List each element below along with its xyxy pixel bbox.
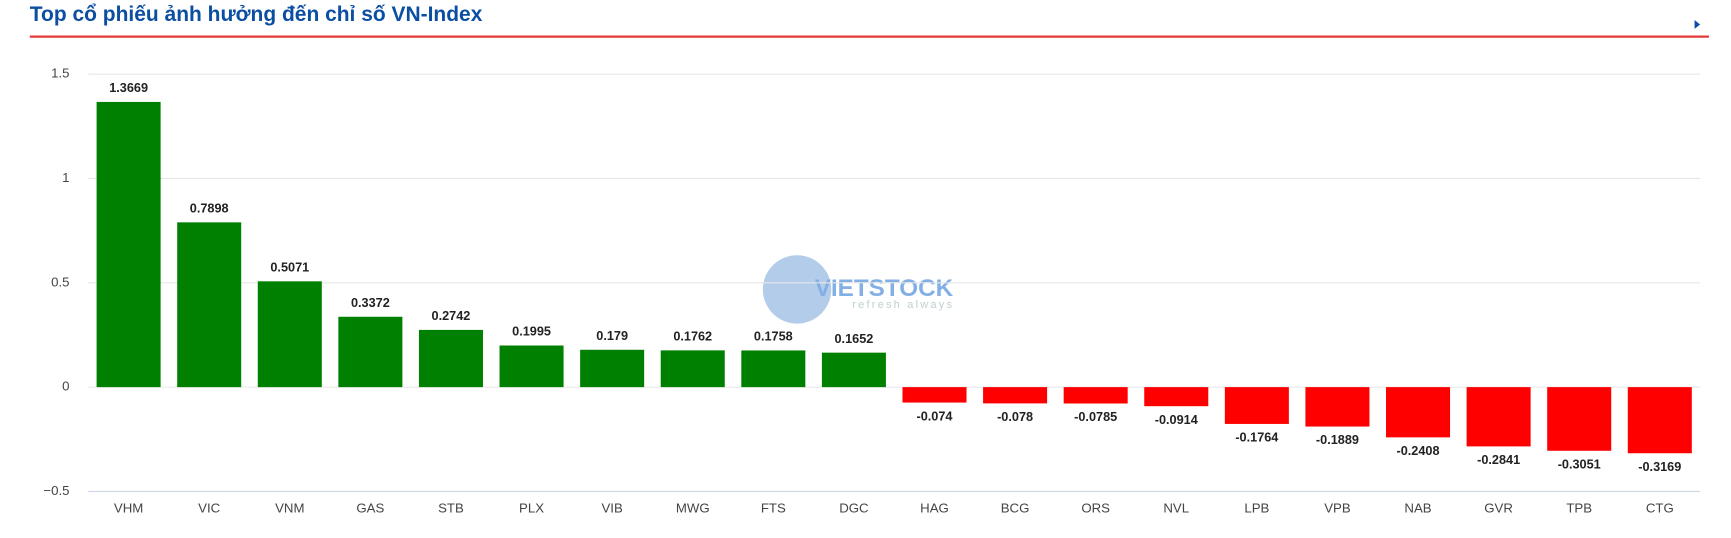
watermark-logo (762, 255, 832, 324)
value-label: 0.3372 (351, 296, 390, 310)
bar (1547, 387, 1612, 451)
bar (1386, 387, 1451, 438)
x-tick-label: PLX (519, 501, 544, 516)
value-label: -0.3051 (1558, 457, 1601, 471)
bar (418, 329, 483, 388)
bar (1144, 387, 1209, 407)
bar (1466, 387, 1531, 447)
x-tick-label: TPB (1566, 501, 1592, 516)
bar (1305, 387, 1370, 427)
bar (660, 350, 725, 388)
bar (1627, 387, 1692, 454)
value-label: 0.1762 (673, 329, 712, 343)
bar (499, 345, 564, 388)
watermark-subtitle: refresh always (852, 299, 954, 311)
value-label: 0.179 (596, 329, 628, 343)
y-tick-label: 1 (62, 170, 69, 185)
bar (983, 387, 1048, 404)
bar (338, 316, 403, 388)
value-label: -0.3169 (1638, 460, 1681, 474)
value-label: -0.1764 (1235, 431, 1278, 445)
value-label: 0.5071 (270, 260, 309, 274)
y-tick-label: 0.5 (51, 274, 69, 289)
value-label: 0.2742 (432, 309, 471, 323)
x-tick-label: VIC (198, 501, 221, 516)
y-tick-label: 0 (62, 379, 69, 394)
y-tick-label: −0.5 (43, 483, 69, 498)
value-label: -0.0785 (1074, 410, 1117, 424)
x-tick-label: MWG (676, 501, 710, 516)
bar (257, 281, 322, 388)
value-label: -0.074 (917, 409, 953, 423)
x-tick-label: ORS (1081, 501, 1110, 516)
x-tick-label: STB (438, 501, 464, 516)
x-tick-label: NVL (1163, 501, 1189, 516)
bar (902, 387, 967, 403)
value-label: -0.078 (997, 410, 1033, 424)
x-tick-label: LPB (1244, 501, 1269, 516)
value-label: -0.2841 (1477, 453, 1520, 467)
value-label: -0.0914 (1155, 413, 1198, 427)
x-tick-label: VPB (1324, 501, 1351, 516)
x-tick-label: GAS (356, 501, 384, 516)
x-tick-label: GVR (1484, 501, 1513, 516)
value-label: 0.1652 (835, 332, 874, 346)
value-label: 1.3669 (109, 81, 148, 95)
x-tick-label: BCG (1001, 501, 1030, 516)
x-tick-label: NAB (1404, 501, 1431, 516)
x-tick-label: CTG (1646, 501, 1674, 516)
value-label: 0.1995 (512, 325, 551, 339)
x-tick-label: HAG (920, 501, 949, 516)
bar (821, 352, 886, 388)
x-tick-label: FTS (761, 501, 786, 516)
bar (580, 349, 645, 388)
value-label: -0.1889 (1316, 433, 1359, 447)
y-tick-label: 1.5 (51, 66, 69, 81)
value-label: 0.7898 (190, 201, 229, 215)
chart-title: Top cổ phiếu ảnh hưởng đến chỉ số VN-Ind… (30, 3, 483, 26)
watermark-text: VIETSTOCK (815, 275, 954, 302)
bar (1063, 387, 1128, 404)
more-arrow[interactable] (1694, 20, 1701, 29)
value-label: 0.1758 (754, 330, 793, 344)
x-tick-label: VNM (275, 501, 304, 516)
value-label: -0.2408 (1397, 444, 1440, 458)
x-tick-label: VIB (601, 501, 623, 516)
bar (177, 222, 242, 388)
x-tick-label: VHM (114, 501, 143, 516)
bar (96, 101, 161, 388)
watermark: VIETSTOCK refresh always (762, 255, 954, 324)
bar (1224, 387, 1289, 424)
x-tick-label: DGC (839, 501, 869, 516)
bar (741, 350, 806, 388)
